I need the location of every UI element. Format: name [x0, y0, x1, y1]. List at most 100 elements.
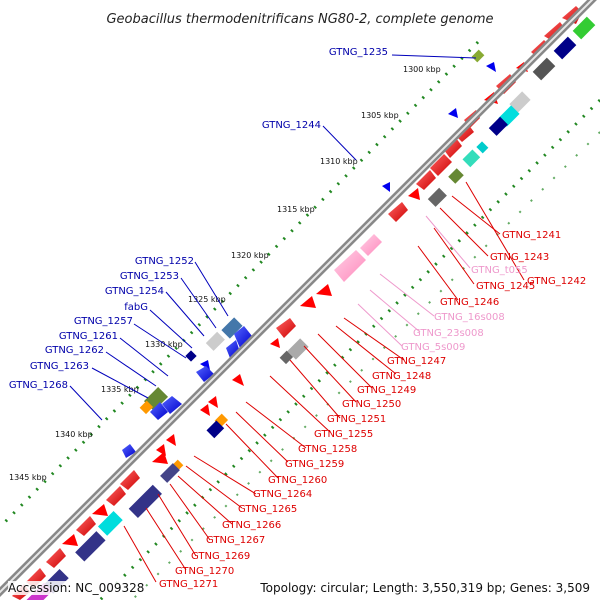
cds-arrow	[200, 404, 210, 416]
gene-label[interactable]: GTNG_1258	[298, 444, 357, 455]
cog-box	[471, 49, 485, 63]
cds-arrow	[416, 170, 436, 190]
reverse-cds-arrow	[382, 182, 390, 192]
rna-arrow	[334, 250, 366, 282]
scale-label: 1335 kbp	[101, 385, 139, 394]
cog-box	[488, 116, 508, 136]
gene-label[interactable]: GTNG_1266	[222, 520, 281, 531]
gene-label[interactable]: fabG	[124, 302, 148, 313]
scale-label: 1325 kbp	[188, 295, 226, 304]
gene-label[interactable]: GTNG_1270	[175, 566, 234, 577]
cds-arrow	[444, 138, 462, 158]
gene-label[interactable]: GTNG_1248	[372, 371, 431, 382]
reverse-cds-arrow	[162, 396, 182, 414]
gene-label[interactable]: GTNG_1271	[159, 579, 218, 590]
cds-arrow	[166, 434, 176, 446]
reverse-cds-arrow	[150, 402, 168, 420]
gene-label[interactable]: GTNG_1261	[59, 331, 118, 342]
left-leaders	[69, 54, 477, 421]
gene-label[interactable]: GTNG_1259	[285, 459, 344, 470]
cds-arrow	[92, 504, 108, 516]
cog-box	[205, 331, 225, 351]
reverse-cds-arrow	[122, 444, 136, 458]
cds-arrow	[152, 452, 168, 464]
scale-label: 1315 kbp	[277, 205, 315, 214]
cog-box	[75, 531, 106, 562]
feature-ring-reverse	[122, 62, 496, 458]
gene-label[interactable]: GTNG_1235	[329, 47, 388, 58]
tick-ring-inner	[0, 40, 480, 527]
cds-arrow	[232, 374, 244, 386]
right-leaders	[123, 181, 525, 583]
gene-label[interactable]: GTNG_1267	[206, 535, 265, 546]
cds-arrow	[316, 284, 332, 296]
cog-box	[448, 168, 464, 184]
cog-box	[476, 141, 489, 154]
cog-box	[221, 317, 243, 339]
scale-label: 1305 kbp	[361, 111, 399, 120]
gene-label[interactable]: GTNG_1265	[238, 504, 297, 515]
cds-arrow	[62, 534, 78, 546]
gene-label[interactable]: GTNG_1257	[74, 316, 133, 327]
cds-arrow	[456, 124, 474, 142]
cog-box	[139, 400, 154, 415]
cds-arrow	[46, 548, 66, 568]
gene-label[interactable]: GTNG_1254	[105, 286, 164, 297]
cog-box	[97, 510, 123, 536]
gene-label[interactable]: GTNG_1247	[387, 356, 446, 367]
scale-label: 1345 kbp	[9, 473, 47, 482]
gene-label[interactable]: GTNG_1268	[9, 380, 68, 391]
gene-label[interactable]: GTNG_1269	[191, 551, 250, 562]
cog-box	[462, 149, 481, 168]
gene-label[interactable]: GTNG_1246	[440, 297, 499, 308]
scale-label: 1310 kbp	[320, 157, 358, 166]
cds-arrow	[300, 296, 316, 308]
reverse-cds-arrow	[486, 62, 496, 72]
cds-arrow	[408, 188, 420, 200]
gene-label[interactable]: GTNG_1251	[327, 414, 386, 425]
rna-arrow	[360, 234, 382, 256]
gene-label[interactable]: GTNG_t055	[471, 265, 528, 276]
gene-label[interactable]: GTNG_1249	[357, 385, 416, 396]
gene-label[interactable]: GTNG_1253	[120, 271, 179, 282]
scale-label: 1320 kbp	[231, 251, 269, 260]
genome-title: Geobacillus thermodenitrificans NG80-2, …	[106, 12, 493, 27]
gene-label[interactable]: GTNG_1241	[502, 230, 561, 241]
reverse-cds-arrow	[234, 326, 252, 348]
cds-arrow	[430, 154, 452, 176]
gene-label[interactable]: GTNG_1252	[135, 256, 194, 267]
gene-label[interactable]: GTNG_1264	[253, 489, 312, 500]
gene-label[interactable]: GTNG_16s008	[434, 312, 505, 323]
cog-box	[160, 463, 180, 483]
gene-label[interactable]: GTNG_1263	[30, 361, 89, 372]
gene-label[interactable]: GTNG_5s009	[401, 342, 465, 353]
topology-text: Topology: circular; Length: 3,550,319 bp…	[260, 581, 590, 595]
cds-arrow	[106, 486, 126, 506]
cog-box	[279, 350, 294, 365]
left-labels: GTNG_1235 GTNG_1244 GTNG_1252 GTNG_1253 …	[9, 47, 388, 391]
gene-label[interactable]: GTNG_23s008	[413, 328, 484, 339]
gene-label[interactable]: GTNG_1245	[476, 281, 535, 292]
cds-arrow	[120, 470, 140, 490]
reverse-cds-arrow	[448, 108, 458, 118]
cog-box	[427, 187, 447, 207]
gene-label[interactable]: GTNG_1243	[490, 252, 549, 263]
gene-label[interactable]: GTNG_1262	[45, 345, 104, 356]
gene-label[interactable]: GTNG_1260	[268, 475, 327, 486]
cog-box	[128, 484, 162, 518]
cog-box	[553, 36, 577, 60]
cds-arrow	[276, 318, 296, 338]
gene-label[interactable]: GTNG_1250	[342, 399, 401, 410]
feature-ring-cog	[25, 16, 596, 600]
scale-labels: 1300 kbp 1305 kbp 1310 kbp 1315 kbp 1320…	[9, 65, 441, 482]
cog-box	[572, 16, 596, 40]
footer-bar: Accession: NC_009328 Topology: circular;…	[0, 578, 600, 600]
gene-label[interactable]: GTNG_1244	[262, 120, 321, 131]
gene-label[interactable]: GTNG_1255	[314, 429, 373, 440]
cds-arrow	[270, 338, 280, 348]
gene-label[interactable]: GTNG_1242	[527, 276, 586, 287]
cog-box	[185, 350, 197, 362]
